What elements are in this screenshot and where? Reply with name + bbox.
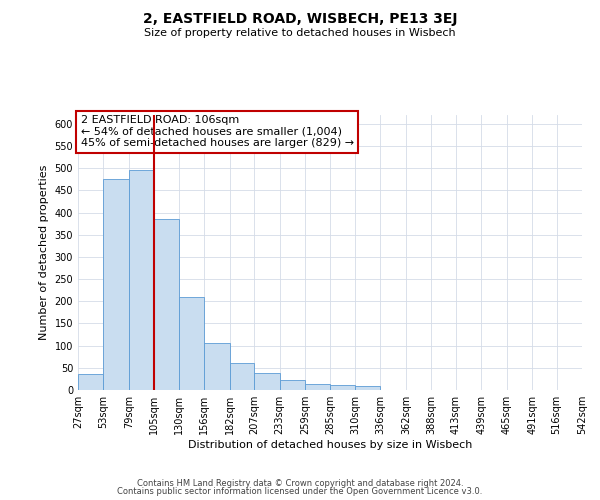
X-axis label: Distribution of detached houses by size in Wisbech: Distribution of detached houses by size … [188,440,472,450]
Y-axis label: Number of detached properties: Number of detached properties [39,165,49,340]
Bar [129,170,154,390]
Bar [204,342,230,390]
Text: 2, EASTFIELD ROAD, WISBECH, PE13 3EJ: 2, EASTFIELD ROAD, WISBECH, PE13 3EJ [143,12,457,26]
Text: 2 EASTFIELD ROAD: 106sqm
← 54% of detached houses are smaller (1,004)
45% of sem: 2 EASTFIELD ROAD: 106sqm ← 54% of detach… [80,115,353,148]
Text: Size of property relative to detached houses in Wisbech: Size of property relative to detached ho… [144,28,456,38]
Text: Contains HM Land Registry data © Crown copyright and database right 2024.: Contains HM Land Registry data © Crown c… [137,478,463,488]
Bar [78,374,103,390]
Bar [230,364,254,390]
Bar [280,380,305,390]
Bar [103,180,129,390]
Bar [154,219,179,390]
Bar [179,297,204,390]
Bar [355,386,380,390]
Bar [305,384,331,390]
Bar [254,373,280,390]
Bar [331,385,355,390]
Text: Contains public sector information licensed under the Open Government Licence v3: Contains public sector information licen… [118,487,482,496]
